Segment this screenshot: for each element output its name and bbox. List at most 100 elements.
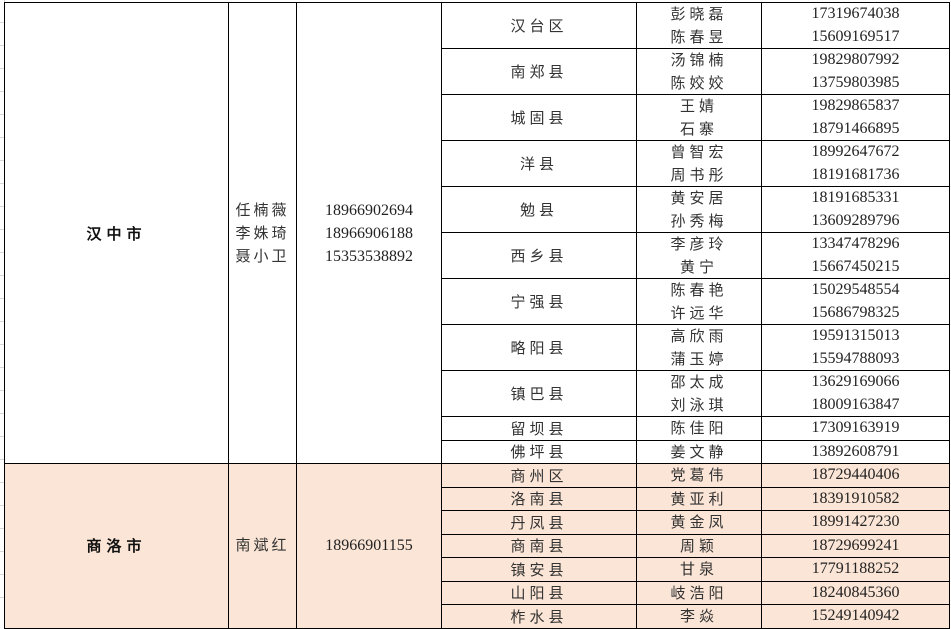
contact-names-cell[interactable]: 黄亚利 [636, 486, 762, 511]
contact-name: 周颖 [679, 536, 718, 555]
district-cell[interactable]: 南郑县 [441, 48, 637, 95]
contact-phone: 19829807992 [811, 51, 900, 68]
contact-phone: 18991427230 [811, 513, 900, 530]
contact-phones-cell[interactable]: 18191685331 13609289796 [761, 186, 950, 233]
contact-names-cell[interactable]: 汤锦楠 陈姣姣 [636, 48, 762, 95]
staff-phone: 15353538892 [325, 247, 413, 265]
district-cell[interactable]: 洋县 [441, 140, 637, 187]
contact-names-cell[interactable]: 黄安居 孙秀梅 [636, 186, 762, 233]
district-cell[interactable]: 镇安县 [441, 557, 637, 582]
contact-phone: 17319674038 [811, 5, 900, 22]
contact-name: 孙秀梅 [670, 211, 728, 230]
contact-name: 周书彤 [670, 165, 728, 184]
contact-names-cell[interactable]: 陈佳阳 [636, 416, 762, 441]
district-cell[interactable]: 佛坪县 [441, 439, 637, 464]
staff-names-cell[interactable]: 南斌红 [228, 463, 297, 629]
contact-name: 曾智宏 [670, 143, 728, 161]
contact-phone: 15609169517 [811, 27, 900, 45]
contact-name: 李彦玲 [670, 235, 728, 253]
contact-phone: 17791188252 [811, 560, 900, 577]
contact-names-cell[interactable]: 党葛伟 [636, 463, 762, 488]
contact-phone: 19591315013 [811, 327, 900, 344]
city-cell[interactable]: 汉中市 [4, 2, 229, 464]
district-cell[interactable]: 丹凤县 [441, 510, 637, 535]
district-row: 商洛市 南斌红 18966901155 商州区 党葛伟 18729440406 [4, 463, 950, 629]
contact-name: 甘泉 [679, 560, 718, 578]
contact-names-cell[interactable]: 甘泉 [636, 557, 762, 582]
contact-phones-cell[interactable]: 18391910582 [761, 486, 950, 511]
contact-name: 黄安居 [670, 189, 728, 207]
district-cell[interactable]: 商南县 [441, 533, 637, 558]
contact-phones-cell[interactable]: 19591315013 15594788093 [761, 324, 950, 371]
contact-phone: 15594788093 [811, 349, 900, 367]
contact-phone: 13347478296 [811, 235, 900, 252]
contact-names-cell[interactable]: 彭晓磊 陈春昱 [636, 2, 762, 49]
contact-phone: 18191681736 [811, 165, 900, 183]
district-cell[interactable]: 柞水县 [441, 604, 637, 629]
contact-phones-cell[interactable]: 17319674038 15609169517 [761, 2, 950, 49]
district-row: 西乡县 李彦玲 黄宁 13347478296 15667450215 [5, 232, 950, 279]
district-row: 勉县 黄安居 孙秀梅 18191685331 13609289796 [5, 186, 950, 233]
contact-names-cell[interactable]: 周颖 [636, 533, 762, 558]
contact-phone: 15686798325 [811, 303, 900, 321]
contact-phones-cell[interactable]: 19829807992 13759803985 [761, 48, 950, 95]
city-cell[interactable]: 商洛市 [4, 463, 229, 629]
contact-phones-cell[interactable]: 13892608791 [761, 439, 950, 464]
district-cell[interactable]: 西乡县 [441, 232, 637, 279]
contact-phones-cell[interactable]: 19829865837 18791466895 [761, 94, 950, 141]
contact-phones-cell[interactable]: 18729440406 [761, 463, 950, 488]
contact-name: 黄亚利 [670, 489, 728, 508]
contact-name: 姜文静 [670, 442, 728, 461]
contact-names-cell[interactable]: 邵太成 刘泳琪 [636, 370, 762, 417]
district-cell[interactable]: 商州区 [441, 463, 637, 488]
staff-phone: 18966901155 [325, 537, 413, 555]
contact-name: 许远华 [670, 303, 728, 322]
contact-names-cell[interactable]: 黄金凤 [636, 510, 762, 535]
district-row: 宁强县 陈春艳 许远华 15029548554 15686798325 [5, 278, 950, 325]
contact-name: 党葛伟 [670, 466, 728, 484]
district-cell[interactable]: 留坝县 [441, 416, 637, 441]
contact-name: 陈姣姣 [670, 73, 728, 92]
contact-name: 汤锦楠 [670, 51, 728, 69]
contact-phones-cell[interactable]: 18991427230 [761, 510, 950, 535]
contact-phones-cell[interactable]: 13629169066 18009163847 [761, 370, 950, 417]
contact-names-cell[interactable]: 王婧 石寨 [636, 94, 762, 141]
staff-name: 李姝琦 [235, 223, 290, 242]
district-cell[interactable]: 洛南县 [441, 486, 637, 511]
contact-phones-cell[interactable]: 18992647672 18191681736 [761, 140, 950, 187]
contact-name: 刘泳琪 [670, 395, 728, 414]
contact-phones-cell[interactable]: 15029548554 15686798325 [761, 278, 950, 325]
district-row: 镇安县 甘泉 17791188252 [5, 557, 950, 582]
contact-name: 蒲玉婷 [670, 349, 728, 368]
contact-name: 高欣雨 [670, 327, 728, 345]
contact-phone: 15249140942 [811, 607, 900, 624]
contact-phone: 15029548554 [811, 281, 900, 298]
district-row: 佛坪县 姜文静 13892608791 [5, 439, 950, 464]
contact-names-cell[interactable]: 李焱 [636, 604, 762, 629]
district-cell[interactable]: 略阳县 [441, 324, 637, 371]
district-cell[interactable]: 山阳县 [441, 580, 637, 605]
district-cell[interactable]: 宁强县 [441, 278, 637, 325]
contact-names-cell[interactable]: 陈春艳 许远华 [636, 278, 762, 325]
contact-phones-cell[interactable]: 17309163919 [761, 416, 950, 441]
contact-names-cell[interactable]: 岐浩阳 [636, 580, 762, 605]
contact-phones-cell[interactable]: 13347478296 15667450215 [761, 232, 950, 279]
staff-phones-cell[interactable]: 18966902694 18966906188 15353538892 [296, 2, 442, 464]
contact-names-cell[interactable]: 姜文静 [636, 439, 762, 464]
contact-phones-cell[interactable]: 15249140942 [761, 604, 950, 629]
contact-names-cell[interactable]: 李彦玲 黄宁 [636, 232, 762, 279]
contact-names-cell[interactable]: 高欣雨 蒲玉婷 [636, 324, 762, 371]
contact-names-cell[interactable]: 曾智宏 周书彤 [636, 140, 762, 187]
staff-names-cell[interactable]: 任楠薇 李姝琦 聂小卫 [228, 2, 297, 464]
contact-phones-cell[interactable]: 18240845360 [761, 580, 950, 605]
district-cell[interactable]: 汉台区 [441, 2, 637, 49]
contact-name: 岐浩阳 [670, 583, 728, 602]
district-cell[interactable]: 勉县 [441, 186, 637, 233]
contact-name: 邵太成 [670, 373, 728, 391]
contact-phones-cell[interactable]: 17791188252 [761, 557, 950, 582]
district-cell[interactable]: 城固县 [441, 94, 637, 141]
contact-phones-cell[interactable]: 18729699241 [761, 533, 950, 558]
district-cell[interactable]: 镇巴县 [441, 370, 637, 417]
staff-phones-cell[interactable]: 18966901155 [296, 463, 442, 629]
staff-name: 聂小卫 [235, 246, 290, 265]
